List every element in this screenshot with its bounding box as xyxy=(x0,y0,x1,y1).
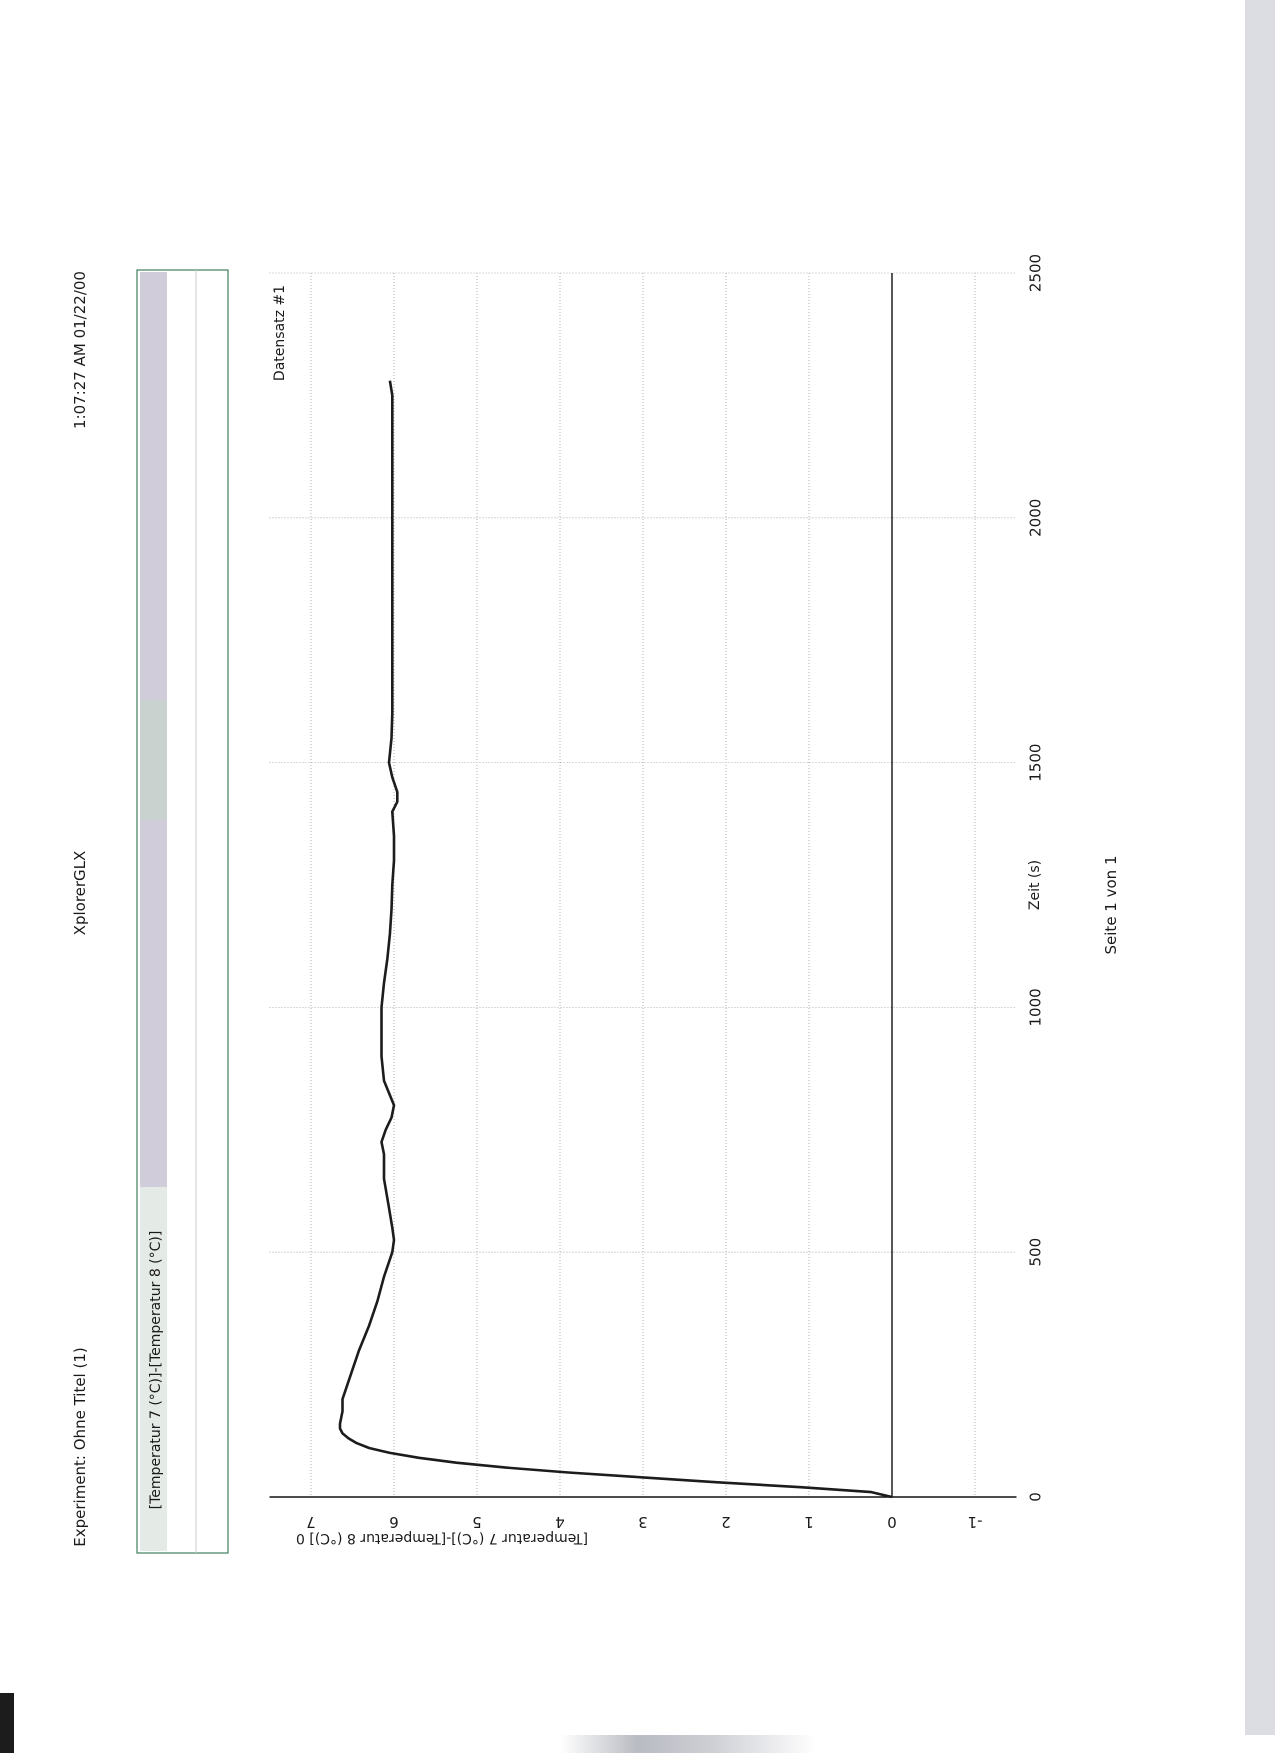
legend-box-label-bg xyxy=(140,1187,167,1551)
y-tick-label: 0 xyxy=(887,1513,897,1531)
x-tick-label: 500 xyxy=(1027,1238,1045,1267)
experiment-title: Experiment: Ohne Titel (1) xyxy=(71,1347,89,1546)
y-tick-label: 3 xyxy=(638,1513,648,1531)
plot-area: -1 0 1 2 3 4 5 6 7 0 500 1000 1500 2000 2500 xyxy=(269,254,1045,1531)
scan-border-bottom xyxy=(0,1735,1275,1753)
legend-box-label: [Temperatur 7 (°C)]-[Temperatur 8 (°C)] xyxy=(148,1231,164,1510)
x-tick-label: 1500 xyxy=(1027,744,1045,782)
y-tick-label: 2 xyxy=(721,1513,731,1531)
y-tick-label: 6 xyxy=(389,1513,399,1531)
dataset-label: Datensatz #1 xyxy=(272,285,288,381)
y-tick-label: 4 xyxy=(555,1513,565,1531)
scan-mark-left xyxy=(0,1693,14,1753)
y-tick-label: 1 xyxy=(804,1513,814,1531)
legend-box-shading xyxy=(140,700,167,820)
print-timestamp: 1:07:27 AM 01/22/00 xyxy=(71,271,89,429)
x-tick-label: 2500 xyxy=(1027,254,1045,292)
y-tick-label: 5 xyxy=(472,1513,482,1531)
y-axis-title: [Temperatur 7 (°C)]-[Temperatur 8 (°C)] … xyxy=(296,1530,588,1546)
x-tick-label: 1000 xyxy=(1027,988,1045,1026)
legend-box: [Temperatur 7 (°C)]-[Temperatur 8 (°C)] xyxy=(136,269,229,1554)
app-title: XplorerGLX xyxy=(71,851,89,936)
page-footer: Seite 1 von 1 xyxy=(1102,856,1120,955)
y-tick-label: 7 xyxy=(306,1513,316,1531)
series-line-0 xyxy=(338,380,893,1499)
x-tick-label: 0 xyxy=(1027,1492,1045,1502)
y-tick-label: -1 xyxy=(968,1513,983,1531)
scan-border-right xyxy=(1245,0,1275,1753)
x-tick-label: 2000 xyxy=(1027,499,1045,537)
x-axis-title: Zeit (s) xyxy=(1027,860,1043,910)
